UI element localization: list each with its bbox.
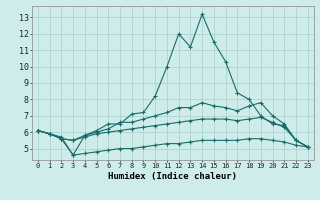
X-axis label: Humidex (Indice chaleur): Humidex (Indice chaleur) — [108, 172, 237, 181]
